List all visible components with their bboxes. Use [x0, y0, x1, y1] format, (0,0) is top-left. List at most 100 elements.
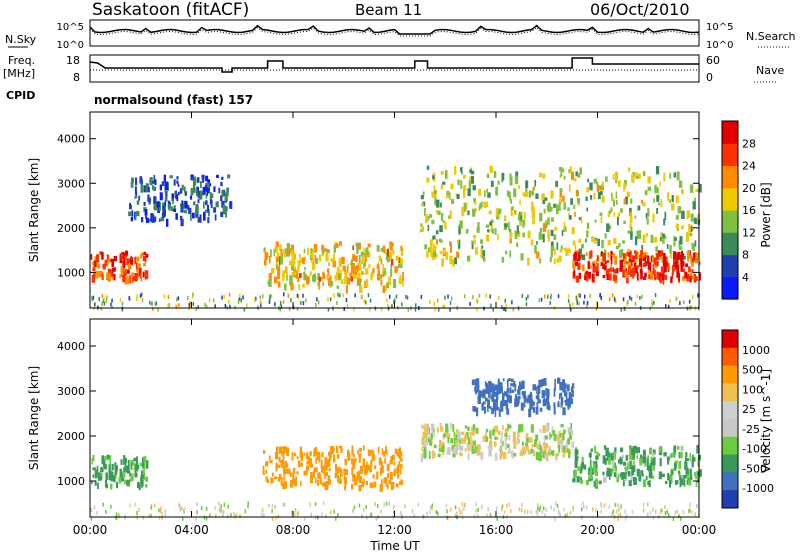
scatter-cell	[536, 241, 538, 245]
noise-cell	[255, 296, 257, 301]
scatter-cell	[104, 480, 108, 488]
scatter-cell	[621, 473, 624, 477]
scatter-cell	[564, 447, 566, 454]
scatter-cell	[475, 208, 477, 212]
scatter-cell	[550, 245, 555, 251]
scatter-cell	[327, 459, 331, 467]
scatter-cell	[630, 472, 634, 482]
scatter-cell	[471, 241, 474, 250]
scatter-cell	[558, 198, 562, 204]
scatter-cell	[447, 447, 451, 455]
scatter-cell	[498, 208, 502, 215]
scatter-cell	[679, 478, 682, 488]
scatter-cell	[554, 378, 556, 388]
scatter-cell	[483, 256, 485, 262]
scatter-cell	[421, 446, 424, 452]
scatter-cell	[550, 249, 554, 258]
scatter-cell	[391, 482, 395, 488]
scatter-cell	[296, 471, 299, 475]
noise-cell	[537, 510, 539, 515]
scatter-cell	[667, 263, 670, 273]
scatter-cell	[278, 263, 281, 273]
scatter-cell	[517, 431, 519, 440]
noise-cell	[481, 504, 483, 509]
scatter-cell	[376, 244, 380, 252]
scatter-cell	[196, 177, 200, 183]
noise-cell	[429, 505, 432, 510]
scatter-cell	[285, 267, 288, 276]
noise-cell	[136, 511, 138, 515]
noise-cell	[617, 503, 619, 508]
colorbar-tick-label: 28	[742, 137, 756, 150]
scatter-cell	[644, 463, 647, 467]
noise-cell	[679, 301, 681, 305]
scatter-cell	[519, 212, 523, 216]
scatter-cell	[575, 261, 579, 267]
scatter-cell	[280, 459, 284, 468]
scatter-cell	[565, 446, 568, 453]
scatter-cell	[606, 223, 610, 232]
scatter-cell	[622, 240, 626, 244]
noise-cell	[501, 507, 503, 512]
scatter-cell	[523, 398, 527, 403]
scatter-cell	[500, 445, 502, 455]
noise-cell	[475, 502, 477, 507]
scatter-cell	[563, 429, 566, 434]
scatter-cell	[444, 170, 448, 179]
scatter-cell	[520, 253, 524, 261]
scatter-cell	[646, 461, 649, 471]
noise-cell	[617, 513, 620, 518]
noise-cell	[476, 298, 478, 303]
scatter-cell	[338, 272, 342, 280]
scatter-cell	[552, 430, 556, 436]
scatter-cell	[297, 277, 300, 283]
scatter-cell	[578, 272, 582, 279]
scatter-cell	[435, 210, 438, 214]
scatter-cell	[206, 182, 210, 188]
scatter-cell	[390, 241, 393, 251]
scatter-cell	[633, 476, 637, 485]
scatter-cell	[382, 285, 386, 293]
noise-cell	[603, 503, 606, 508]
scatter-cell	[608, 225, 612, 230]
scatter-cell	[501, 256, 505, 263]
scatter-cell	[283, 253, 287, 258]
scatter-cell	[221, 189, 224, 198]
scatter-cell	[510, 232, 513, 239]
scatter-cell	[110, 472, 114, 482]
scatter-cell	[273, 276, 278, 284]
noise-cell	[274, 302, 276, 307]
scatter-cell	[433, 245, 437, 250]
scatter-cell	[690, 184, 694, 193]
noise-cell	[221, 295, 223, 300]
scatter-cell	[472, 208, 476, 217]
scatter-cell	[695, 475, 699, 480]
scatter-cell	[570, 386, 574, 392]
scatter-cell	[92, 454, 95, 462]
scatter-cell	[457, 432, 459, 439]
noise-cell	[187, 295, 189, 300]
scatter-cell	[532, 186, 535, 191]
noise-cell	[142, 515, 145, 520]
scatter-cell	[562, 195, 565, 202]
scatter-cell	[133, 462, 136, 472]
scatter-cell	[652, 269, 656, 276]
scatter-cell	[426, 177, 430, 183]
noise-cell	[521, 503, 523, 507]
scatter-cell	[544, 208, 546, 214]
noise-cell	[647, 512, 649, 517]
scatter-cell	[564, 383, 567, 389]
noise-cell	[197, 304, 199, 309]
scatter-cell	[310, 254, 314, 263]
scatter-cell	[137, 481, 140, 488]
noise-cell	[150, 513, 152, 518]
scatter-cell	[624, 254, 628, 260]
noise-cell	[535, 509, 538, 514]
scatter-cell	[393, 461, 396, 466]
scatter-cell	[505, 250, 508, 255]
scatter-cell	[112, 267, 116, 272]
noise-cell	[612, 510, 614, 515]
scatter-cell	[113, 475, 116, 483]
scatter-cell	[161, 213, 165, 218]
